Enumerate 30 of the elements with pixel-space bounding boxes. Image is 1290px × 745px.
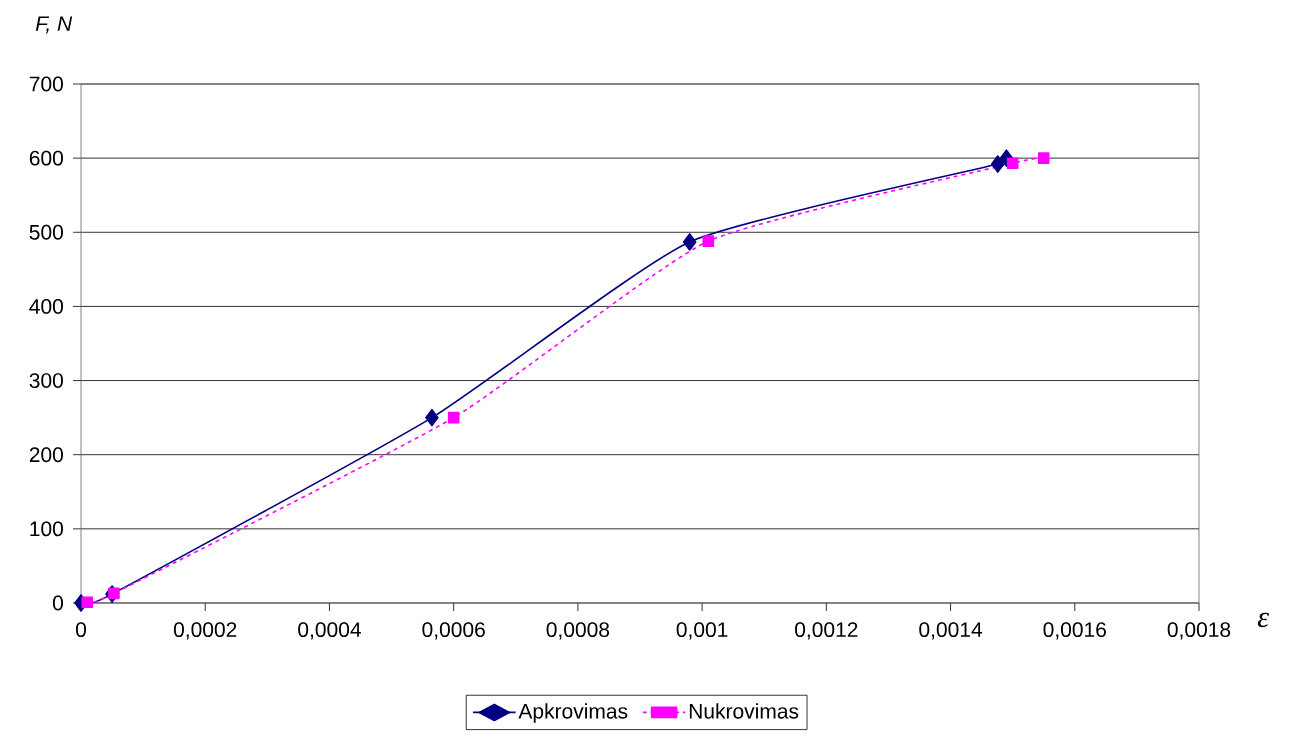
y-tick-label: 300 bbox=[29, 373, 63, 388]
y-tick-label: 200 bbox=[29, 447, 63, 463]
legend-label: Nukrovimas bbox=[689, 703, 799, 719]
y-tick-label: 500 bbox=[29, 224, 63, 240]
x-tick-label: 0,0012 bbox=[795, 622, 858, 640]
y-tick-label: 700 bbox=[29, 76, 63, 92]
point bbox=[990, 155, 1005, 173]
x-tick-label: 0,0008 bbox=[546, 622, 610, 640]
point bbox=[81, 596, 94, 609]
x-tick-label: 0,0014 bbox=[919, 622, 983, 640]
y-tick-label: 0 bbox=[52, 595, 63, 611]
y-axis-title: F, N bbox=[35, 16, 73, 34]
point bbox=[425, 408, 439, 427]
y-tick-label: 100 bbox=[30, 521, 63, 537]
x-tick-label: 0 bbox=[76, 622, 87, 638]
x-tick-label: 0,0002 bbox=[173, 622, 237, 640]
y-tick-label: 400 bbox=[29, 298, 63, 314]
y-tick-label: 600 bbox=[29, 150, 63, 166]
point bbox=[447, 411, 460, 424]
x-tick-label: 0,001 bbox=[676, 622, 728, 640]
x-tick-label: 0,0006 bbox=[422, 622, 485, 640]
point bbox=[682, 233, 697, 251]
x-axis-title: ε bbox=[1257, 612, 1269, 628]
legend-label: Apkrovimas bbox=[518, 703, 628, 723]
point bbox=[1037, 152, 1050, 164]
x-tick-label: 0,0018 bbox=[1167, 622, 1231, 640]
x-tick-label: 0,0016 bbox=[1043, 622, 1106, 640]
point bbox=[1006, 157, 1019, 170]
point bbox=[702, 235, 715, 247]
x-tick-label: 0,0004 bbox=[298, 622, 361, 640]
